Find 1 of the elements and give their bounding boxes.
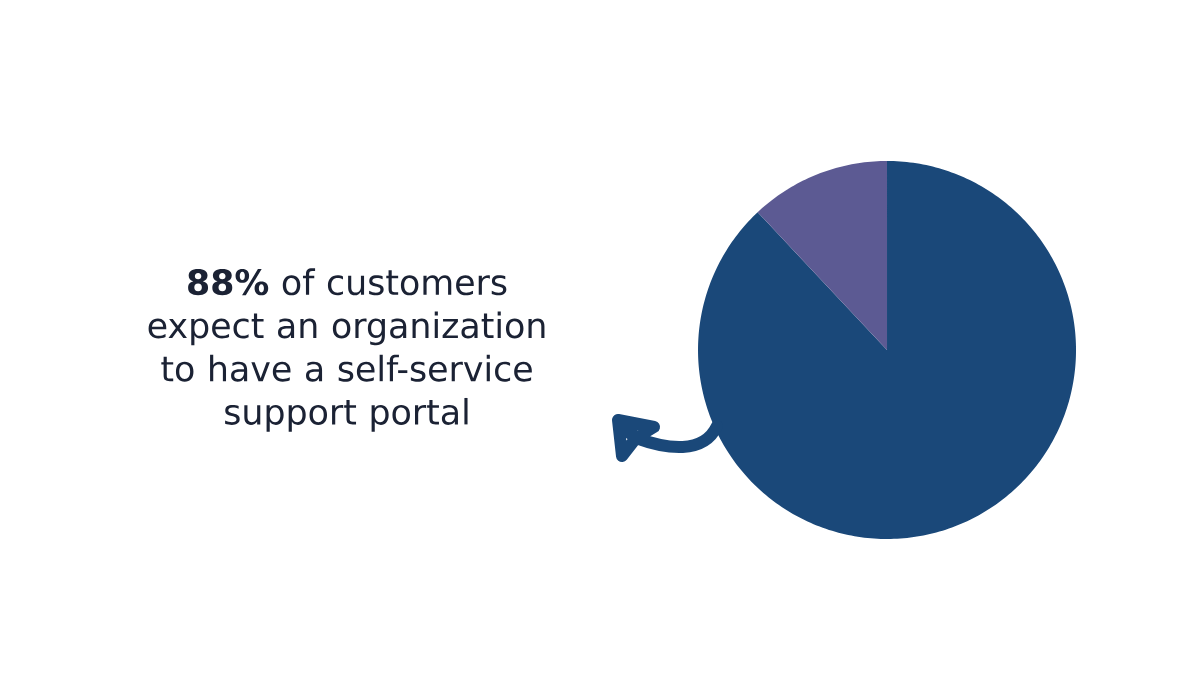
text: 88% of customers expect an organization to have a self-service support portal bbox=[148, 268, 545, 432]
